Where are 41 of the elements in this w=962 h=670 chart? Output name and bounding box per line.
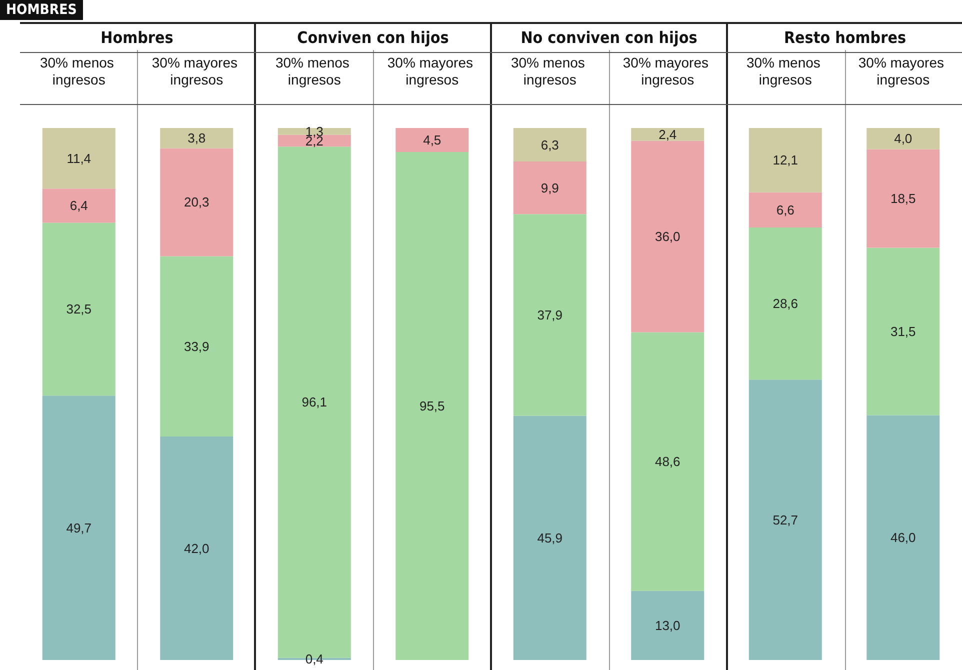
text: Resto hombres (726, 24, 962, 52)
data-label: 52,7 (772, 512, 798, 528)
data-label: 12,1 (772, 152, 798, 168)
data-label: 31,5 (890, 324, 916, 339)
x-tick-label: 30% menos ingresos (275, 54, 354, 88)
data-label: 36,0 (654, 229, 680, 244)
text: Conviven con hijos (254, 24, 490, 52)
data-label: 48,6 (654, 454, 680, 470)
data-label: 2,4 (658, 126, 677, 142)
data-label: 9,9 (540, 180, 559, 196)
data-label: 3,8 (188, 130, 206, 146)
text: No conviven con hijos (490, 24, 726, 52)
data-label: 45,9 (537, 530, 563, 546)
data-label: 42,0 (184, 540, 210, 556)
data-label: 46,0 (890, 530, 916, 546)
data-label: 11,4 (66, 150, 92, 166)
data-label: 96,1 (302, 394, 328, 410)
data-label: 95,5 (419, 398, 445, 414)
x-tick-label: 30% menos ingresos (746, 54, 824, 88)
data-label: 6,6 (776, 202, 794, 218)
chart-title: HOMBRES (0, 0, 83, 20)
data-label: 13,0 (654, 618, 680, 633)
data-label: 32,5 (66, 302, 92, 317)
data-label: 20,3 (184, 194, 210, 210)
data-label: 4,5 (423, 132, 442, 148)
data-label: 28,6 (772, 296, 798, 312)
x-tick-label: 30% menos ingresos (510, 54, 589, 88)
data-label: 6,3 (540, 137, 559, 152)
x-tick-label: 30% mayores ingresos (387, 54, 477, 88)
data-label: 33,9 (184, 338, 210, 354)
x-tick-label: 30% mayores ingresos (858, 54, 948, 88)
x-tick-label: 30% mayores ingresos (152, 54, 242, 88)
x-tick-label: 30% mayores ingresos (622, 54, 712, 88)
x-tick-label: 30% menos ingresos (40, 54, 118, 88)
data-label: 49,7 (66, 520, 92, 536)
data-label: 0,4 (305, 651, 324, 666)
data-label: 6,4 (70, 198, 88, 214)
text: Hombres (100, 27, 174, 49)
data-label: 4,0 (894, 131, 912, 146)
data-label: 18,5 (890, 190, 916, 206)
data-label: 37,9 (537, 308, 563, 322)
